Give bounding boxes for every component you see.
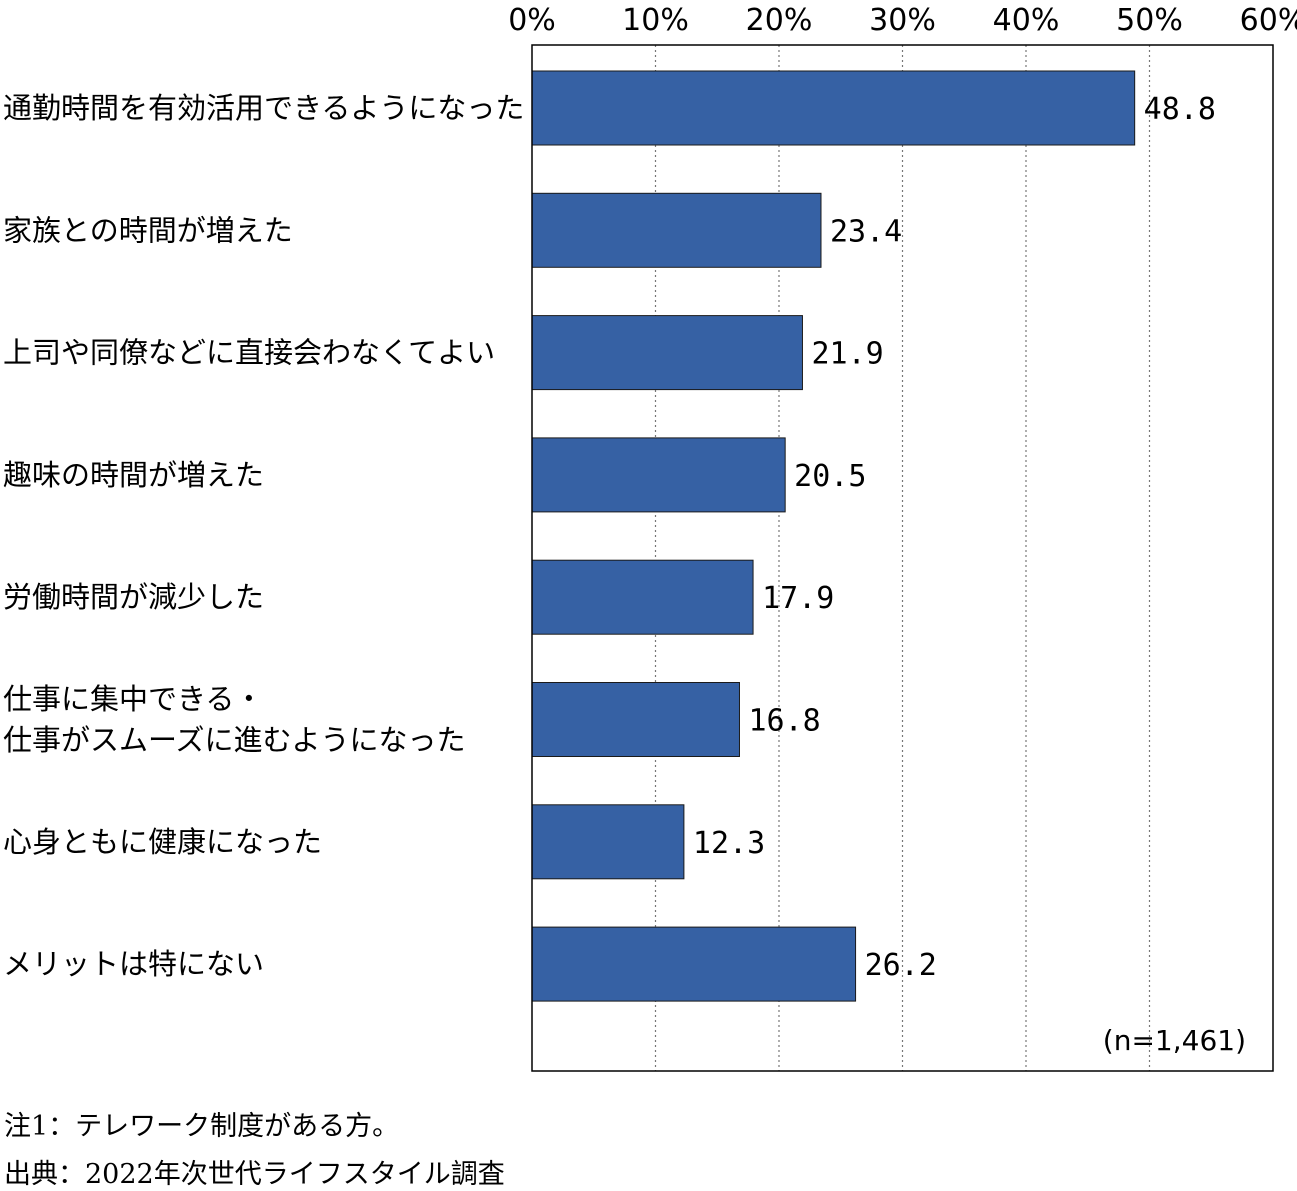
bar — [531, 315, 803, 391]
category-label: 心身ともに健康になった — [3, 825, 322, 859]
x-tick-label: 60% — [1240, 3, 1297, 38]
bar — [531, 70, 1136, 146]
bars — [531, 70, 1136, 1002]
plot-frame — [531, 44, 1274, 1072]
data-label: 48.8 — [1144, 92, 1216, 127]
category-label: 仕事に集中できる・ — [3, 682, 263, 716]
bar — [531, 804, 685, 880]
data-label: 26.2 — [865, 948, 937, 983]
data-label: 12.3 — [693, 826, 765, 861]
data-label: 21.9 — [811, 337, 883, 372]
category-label: 通勤時間を有効活用できるようになった — [3, 91, 524, 125]
category-label: 労働時間が減少した — [3, 580, 264, 614]
data-label: 16.8 — [748, 704, 820, 739]
bar — [531, 682, 740, 757]
x-axis-ticks: 0% 10% 20% 30% 40% 50% 60% — [508, 3, 1297, 38]
bar — [531, 192, 822, 268]
data-label: 20.5 — [794, 459, 866, 494]
bar — [531, 559, 754, 635]
category-labels: 通勤時間を有効活用できるようになった家族との時間が増えた上司や同僚などに直接会わ… — [3, 91, 524, 981]
sample-size-label: (n=1,461) — [1103, 1024, 1246, 1057]
category-label: 仕事がスムーズに進むようになった — [3, 723, 466, 757]
category-label: 上司や同僚などに直接会わなくてよい — [3, 336, 495, 370]
source-note: 出典：2022年次世代ライフスタイル調査 — [4, 1159, 505, 1190]
category-label: 趣味の時間が増えた — [3, 458, 264, 492]
value-labels: 48.8 23.4 21.9 20.5 17.9 16.8 12.3 26.2 — [693, 92, 1216, 983]
x-tick-label: 10% — [622, 3, 689, 38]
category-label: メリットは特にない — [3, 947, 264, 981]
x-tick-label: 20% — [746, 3, 813, 38]
bar — [531, 926, 857, 1002]
footnote: 注1：テレワーク制度がある方。 — [4, 1111, 400, 1142]
bar-chart: 0% 10% 20% 30% 40% 50% 60% 通勤時間を有効活用できるようになった家… — [3, 3, 1297, 1072]
x-tick-label: 40% — [993, 3, 1060, 38]
bar — [531, 437, 786, 513]
x-tick-label: 0% — [508, 3, 556, 38]
data-label: 17.9 — [762, 581, 834, 616]
data-label: 23.4 — [830, 214, 902, 249]
x-tick-label: 50% — [1116, 3, 1183, 38]
category-label: 家族との時間が増えた — [3, 213, 293, 247]
x-tick-label: 30% — [869, 3, 936, 38]
